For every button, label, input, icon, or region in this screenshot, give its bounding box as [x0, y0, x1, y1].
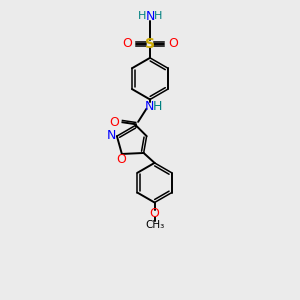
Text: O: O: [122, 38, 132, 50]
Text: H: H: [154, 11, 162, 21]
Text: CH₃: CH₃: [145, 220, 164, 230]
Text: S: S: [145, 37, 155, 51]
Text: H: H: [138, 11, 146, 21]
Text: N: N: [144, 100, 154, 113]
Text: H: H: [153, 100, 162, 113]
Text: O: O: [110, 116, 119, 129]
Text: O: O: [116, 153, 126, 166]
Text: N: N: [107, 129, 116, 142]
Text: O: O: [150, 207, 160, 220]
Text: N: N: [145, 10, 155, 23]
Text: O: O: [168, 38, 178, 50]
